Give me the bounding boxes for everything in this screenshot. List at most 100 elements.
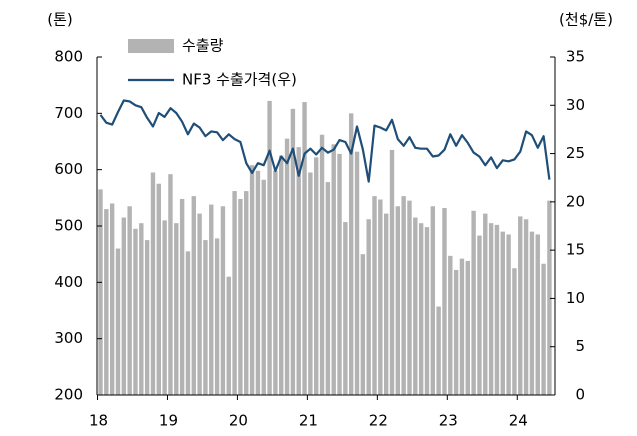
bar: [197, 213, 202, 395]
bar: [238, 198, 243, 395]
x-tick-label: 22: [369, 412, 388, 430]
bar: [529, 231, 535, 395]
bar: [512, 268, 517, 395]
bar: [547, 200, 552, 395]
y2-tick-label: 10: [566, 289, 585, 307]
bar: [98, 189, 103, 395]
bar: [325, 182, 331, 395]
bar: [343, 222, 348, 395]
bar: [203, 240, 208, 395]
bar: [319, 134, 325, 396]
y2-tick-label: 5: [575, 337, 585, 355]
y2-tick-label: 25: [566, 144, 585, 162]
bar: [156, 183, 161, 395]
legend-swatch: [128, 39, 174, 53]
x-tick-label: 20: [229, 412, 248, 430]
x-tick-label: 18: [89, 412, 108, 430]
x-tick-label: 23: [439, 412, 458, 430]
legend-label: NF3 수출가격(우): [182, 71, 297, 89]
y2-tick-label: 20: [566, 192, 585, 210]
bar: [354, 151, 360, 395]
bar: [494, 224, 500, 395]
bar: [185, 251, 191, 395]
bar: [104, 209, 109, 395]
bar: [302, 102, 307, 396]
x-tick-label: 24: [509, 412, 528, 430]
bar: [430, 206, 436, 395]
bar: [150, 172, 156, 395]
bar: [226, 276, 231, 395]
bar: [115, 248, 121, 395]
bar: [209, 204, 214, 395]
bar: [290, 108, 296, 396]
y-tick-label: 500: [54, 217, 83, 235]
bar: [109, 203, 115, 395]
bar: [284, 138, 290, 395]
bar: [442, 207, 447, 395]
bar: [418, 223, 424, 395]
bar: [220, 206, 226, 395]
bar: [255, 170, 261, 395]
bar: [133, 228, 138, 395]
bar: [523, 219, 529, 395]
bar: [308, 172, 313, 395]
bar: [389, 149, 395, 395]
bar: [500, 231, 505, 395]
bar: [459, 258, 465, 395]
y2-tick-label: 35: [566, 48, 585, 66]
y-tick-label: 400: [54, 273, 83, 291]
bar: [314, 157, 319, 395]
bar: [174, 223, 179, 395]
bar: [453, 269, 459, 395]
y-tick-label: 800: [54, 48, 83, 66]
y2-tick-label: 15: [566, 241, 585, 259]
bar: [139, 223, 144, 395]
bar: [483, 213, 488, 395]
bar: [121, 217, 127, 395]
bar: [541, 263, 546, 395]
bar: [535, 234, 540, 395]
bar: [471, 210, 476, 395]
bar: [395, 206, 401, 395]
bar: [249, 165, 255, 395]
bar: [477, 235, 482, 395]
bar: [261, 179, 266, 395]
bar: [348, 113, 354, 395]
bar: [378, 199, 383, 395]
bar: [232, 191, 237, 395]
y-tick-label: 700: [54, 104, 83, 122]
bar: [179, 198, 185, 395]
bar: [360, 254, 366, 395]
bar: [273, 170, 278, 395]
bar: [337, 153, 342, 395]
bar: [465, 260, 470, 395]
bar: [424, 227, 430, 395]
x-tick-label: 19: [159, 412, 178, 430]
bar: [144, 240, 150, 395]
y2-tick-label: 0: [575, 386, 585, 404]
bar: [296, 147, 301, 395]
bar: [448, 255, 453, 395]
y-tick-label: 600: [54, 160, 83, 178]
bar: [279, 155, 284, 395]
legend-label: 수출량: [182, 37, 224, 55]
bar: [214, 238, 220, 395]
bar: [436, 306, 441, 395]
bar: [506, 234, 511, 395]
bar: [372, 196, 377, 395]
y2-axis-label: (천$/톤): [559, 11, 613, 29]
x-tick-label: 21: [299, 412, 318, 430]
line: [99, 99, 551, 183]
bar: [331, 144, 336, 395]
bar: [413, 217, 418, 395]
bar: [518, 216, 523, 395]
bar: [488, 223, 494, 395]
bar: [383, 213, 389, 395]
y-tick-label: 200: [54, 386, 83, 404]
y2-tick-label: 30: [566, 96, 585, 114]
bar: [401, 196, 406, 395]
bar: [162, 220, 167, 395]
y-tick-label: 300: [54, 329, 83, 347]
bar: [244, 191, 249, 395]
